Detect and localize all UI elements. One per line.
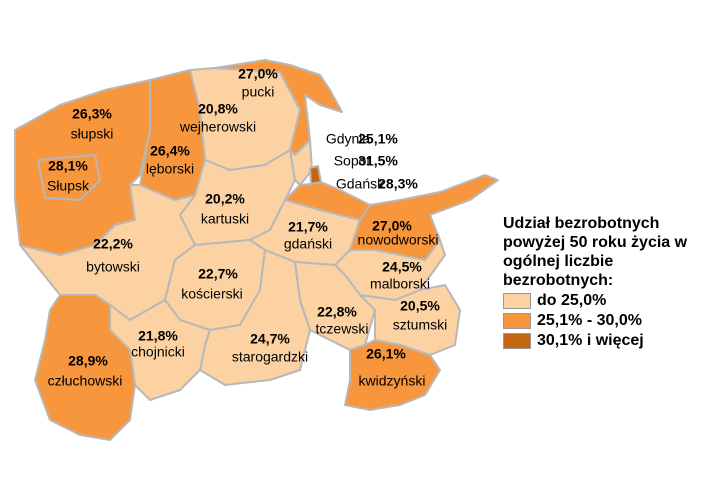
legend-item: 30,1% i więcej	[503, 331, 698, 350]
region-value: 25,1%	[358, 131, 398, 147]
region-value: 24,7%	[250, 331, 290, 347]
region-name: lęborski	[146, 161, 194, 177]
region	[214, 59, 343, 156]
region-value: 26,4%	[150, 143, 190, 159]
legend-label: 25,1% - 30,0%	[537, 312, 642, 329]
region	[294, 261, 376, 351]
region-value: 20,8%	[198, 101, 238, 117]
region-value: 22,2%	[93, 236, 133, 252]
region-name: Słupsk	[47, 178, 90, 194]
region-value: 22,8%	[317, 304, 357, 320]
region-name: Gdynia	[326, 131, 371, 147]
region-value: 27,0%	[238, 66, 278, 82]
region-name: kartuski	[201, 211, 249, 227]
region-name: malborski	[370, 276, 430, 292]
region-name: Gdańsk	[336, 176, 385, 192]
region-value: 31,5%	[358, 153, 398, 169]
legend-label: do 25,0%	[537, 292, 607, 309]
region-value: 24,5%	[382, 259, 422, 275]
legend-swatch	[503, 312, 531, 329]
legend-swatch	[503, 332, 531, 349]
region	[344, 339, 441, 411]
region-value: 28,1%	[48, 158, 88, 174]
legend-swatch	[503, 292, 531, 309]
regions	[14, 59, 499, 441]
region-name: tczewski	[316, 321, 369, 337]
region-name: pucki	[242, 84, 275, 100]
region-name: wejherowski	[179, 119, 256, 135]
region-name: sztumski	[393, 317, 447, 333]
legend-label: 30,1% i więcej	[537, 332, 644, 349]
region-value: 28,3%	[378, 176, 418, 192]
region-name: kościerski	[181, 286, 242, 302]
region	[309, 165, 322, 185]
region-name: nowodworski	[358, 232, 439, 248]
region-name: bytowski	[86, 259, 140, 275]
region-value: 21,7%	[288, 219, 328, 235]
region-name: starogardzki	[232, 349, 308, 365]
region-value: 22,7%	[198, 266, 238, 282]
region-name: kwidzyński	[359, 373, 426, 389]
region-value: 20,5%	[400, 298, 440, 314]
region-value: 26,1%	[366, 346, 406, 362]
region-name: gdański	[284, 236, 332, 252]
legend-item: do 25,0%	[503, 291, 698, 310]
legend-item: 25,1% - 30,0%	[503, 311, 698, 330]
region-name: chojnicki	[131, 344, 185, 360]
region-name: człuchowski	[48, 373, 123, 389]
region-name: słupski	[71, 126, 114, 142]
region-value: 27,0%	[372, 218, 412, 234]
region	[37, 154, 101, 201]
region	[34, 294, 136, 441]
legend: Udział bezrobotnych powyżej 50 roku życi…	[503, 214, 698, 350]
region-value: 20,2%	[205, 191, 245, 207]
region-value: 28,9%	[68, 353, 108, 369]
region-value: 21,8%	[138, 328, 178, 344]
region-name: Sopot	[334, 153, 371, 169]
region-value: 26,3%	[72, 106, 112, 122]
region	[359, 284, 461, 356]
legend-title: Udział bezrobotnych powyżej 50 roku życi…	[503, 215, 688, 289]
